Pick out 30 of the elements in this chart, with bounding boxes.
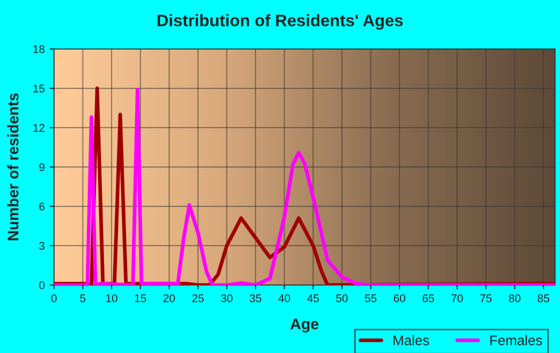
x-tick-label: 55 — [364, 294, 376, 302]
x-axis-title: Age — [290, 318, 318, 333]
x-tick-label: 75 — [480, 294, 492, 302]
y-tick-label: 12 — [33, 124, 44, 132]
x-tick-label: 25 — [192, 294, 204, 302]
x-tick-label: 35 — [250, 294, 262, 302]
x-tick-label: 10 — [106, 294, 118, 302]
y-tick-label: 9 — [39, 163, 44, 172]
x-tick-label: 65 — [422, 294, 434, 302]
y-axis-title: Number of residents — [7, 93, 18, 240]
legend-label: Females — [490, 335, 542, 346]
x-tick-label: 0 — [51, 294, 57, 302]
x-tick-label: 30 — [221, 294, 233, 302]
y-tick-label: 6 — [39, 202, 44, 210]
y-tick-label: 18 — [33, 45, 44, 54]
y-tick-label: 15 — [33, 84, 45, 92]
x-tick-label: 45 — [307, 294, 319, 302]
x-tick-label: 70 — [451, 294, 463, 302]
x-tick-label: 20 — [164, 294, 175, 302]
x-tick-label: 15 — [135, 294, 146, 302]
x-tick-label: 60 — [394, 294, 406, 302]
x-tick-label: 50 — [336, 294, 348, 302]
x-tick-label: 40 — [278, 294, 290, 302]
legend-label: Males — [394, 335, 430, 346]
chart-title: Distribution of Residents' Ages — [158, 14, 403, 30]
x-tick-label: 85 — [538, 294, 550, 302]
y-tick-label: 3 — [39, 242, 44, 250]
x-tick-label: 80 — [508, 294, 520, 302]
x-tick-label: 5 — [80, 294, 86, 302]
y-tick-label: 0 — [39, 281, 45, 290]
